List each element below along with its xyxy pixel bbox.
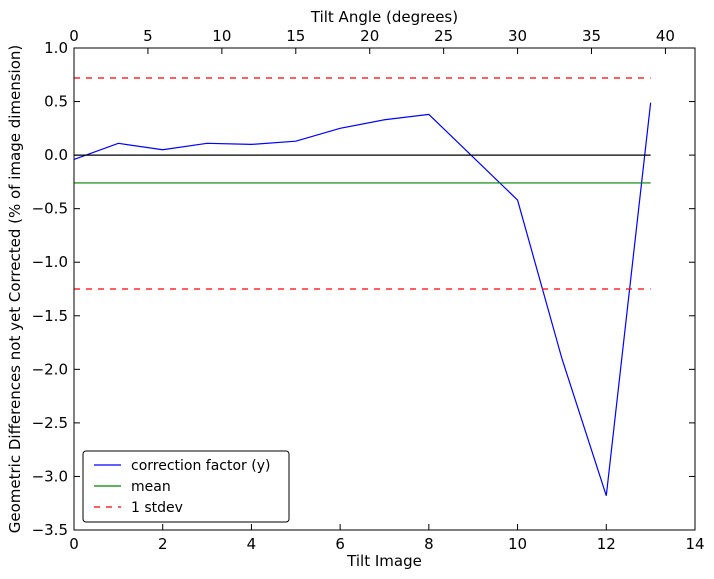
y-axis-title: Geometric Differences not yet Corrected … bbox=[6, 45, 24, 534]
y-tick-label: −1.5 bbox=[32, 307, 68, 325]
y-tick-label: −3.5 bbox=[32, 521, 68, 539]
x-tick-label: 4 bbox=[247, 535, 257, 553]
legend-label-mean: mean bbox=[131, 479, 171, 495]
top-x-tick-label: 40 bbox=[656, 27, 675, 45]
x-tick-label: 2 bbox=[158, 535, 168, 553]
x-tick-label: 10 bbox=[508, 535, 527, 553]
x-tick-label: 12 bbox=[597, 535, 616, 553]
legend: correction factor (y) mean 1 stdev bbox=[82, 450, 290, 523]
x-tick-label: 6 bbox=[335, 535, 345, 553]
y-tick-label: 1.0 bbox=[44, 39, 68, 57]
series-line-correction-factor-y bbox=[73, 102, 652, 496]
legend-box bbox=[82, 450, 290, 523]
top-x-tick-label: 15 bbox=[286, 27, 305, 45]
x-tick-label: 8 bbox=[424, 535, 434, 553]
top-x-tick-label: 10 bbox=[212, 27, 231, 45]
legend-label-correction-factor: correction factor (y) bbox=[131, 458, 270, 474]
top-x-tick-label: 5 bbox=[143, 27, 153, 45]
y-tick-label: 0.0 bbox=[44, 146, 68, 164]
y-tick-label: −0.5 bbox=[32, 200, 68, 218]
top-x-tick-label: 35 bbox=[582, 27, 601, 45]
y-tick-label: −2.5 bbox=[32, 414, 68, 432]
y-tick-label: −2.0 bbox=[32, 360, 68, 378]
y-tick-label: 0.5 bbox=[44, 93, 68, 111]
top-x-tick-label: 0 bbox=[69, 27, 79, 45]
x-tick-label: 0 bbox=[69, 535, 79, 553]
ticks-layer: 0 2 4 6 8 10 12 14 0 5 10 15 20 25 30 35 40 1.0 0.5 0.0 −0.5… bbox=[32, 27, 705, 553]
plot-frame bbox=[73, 47, 696, 531]
x-axis-title: Tilt Image bbox=[346, 552, 422, 570]
x-tick-label: 14 bbox=[685, 535, 704, 553]
top-x-tick-label: 20 bbox=[360, 27, 379, 45]
legend-label-1-stdev: 1 stdev bbox=[131, 500, 183, 516]
y-tick-label: −1.0 bbox=[32, 253, 68, 271]
top-x-axis-title: Tilt Angle (degrees) bbox=[310, 8, 458, 26]
series-layer bbox=[73, 77, 652, 496]
top-x-tick-label: 25 bbox=[434, 27, 453, 45]
y-tick-label: −3.0 bbox=[32, 467, 68, 485]
top-x-tick-label: 30 bbox=[508, 27, 527, 45]
